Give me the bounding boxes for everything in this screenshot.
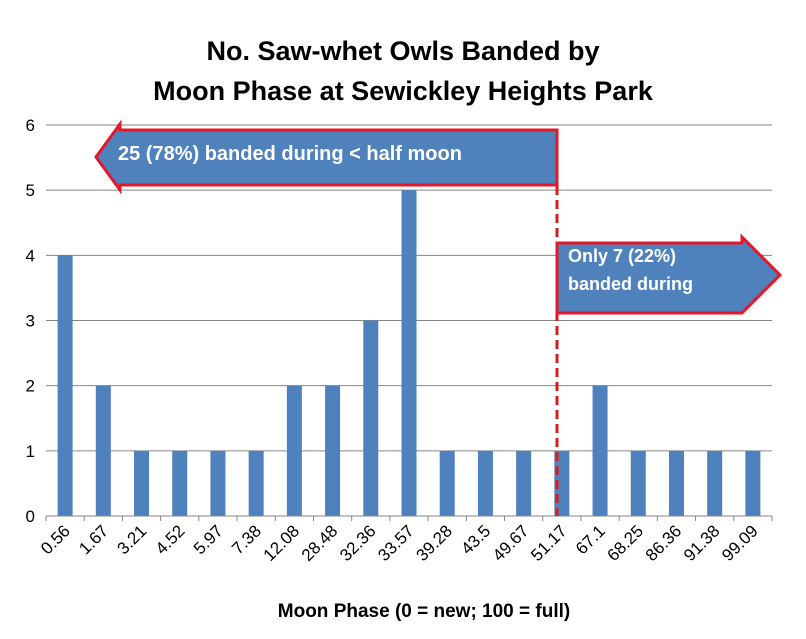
y-tick-label: 3 xyxy=(26,312,35,331)
right-arrow-text-line-2: banded during xyxy=(568,274,693,294)
x-tick-label: 49.67 xyxy=(489,521,533,565)
y-axis-ticks: 0 1 2 3 4 5 6 xyxy=(26,116,35,526)
bar xyxy=(439,450,455,516)
x-tick-label: 67.1 xyxy=(572,521,609,558)
x-tick-label: 91.38 xyxy=(680,521,724,565)
bar xyxy=(477,450,493,516)
x-axis-label: Moon Phase (0 = new; 100 = full) xyxy=(278,601,570,622)
y-tick-label: 4 xyxy=(26,246,35,265)
bar xyxy=(516,450,532,516)
left-annotation-arrow: 25 (78%) banded during < half moon xyxy=(94,119,559,195)
x-tick-label: 12.08 xyxy=(260,521,304,565)
x-tick-label: 68.25 xyxy=(604,521,648,565)
bar xyxy=(325,385,341,516)
x-tick-label: 99.09 xyxy=(718,521,762,565)
bar xyxy=(363,320,379,516)
x-axis-ticks: 0.56 1.67 3.21 4.52 5.97 7.3812.0828.4832.363… xyxy=(37,516,773,565)
right-arrow-shape xyxy=(555,233,783,315)
x-tick-label: 1.67 xyxy=(75,521,112,558)
bar xyxy=(745,450,761,516)
bar xyxy=(248,450,264,516)
bar xyxy=(210,450,226,516)
x-tick-label: 0.56 xyxy=(37,521,74,558)
right-arrow-text-line-1: Only 7 (22%) xyxy=(568,246,676,266)
x-tick-label: 3.21 xyxy=(114,521,151,558)
bar xyxy=(401,190,417,516)
x-tick-label: 28.48 xyxy=(298,521,342,565)
chart-title-line-2: Moon Phase at Sewickley Heights Park xyxy=(153,76,654,106)
bar xyxy=(57,255,73,517)
bar xyxy=(630,450,646,516)
y-tick-label: 5 xyxy=(26,181,35,200)
x-tick-label: 5.97 xyxy=(190,521,227,558)
x-tick-label: 7.38 xyxy=(228,521,265,558)
x-tick-label: 39.28 xyxy=(413,521,457,565)
bar xyxy=(172,450,188,516)
left-arrow-shape xyxy=(94,119,559,195)
x-tick-label: 43.5 xyxy=(457,521,494,558)
bars xyxy=(57,190,761,517)
chart-title-line-1: No. Saw-whet Owls Banded by xyxy=(206,36,599,66)
bar xyxy=(286,385,302,516)
y-tick-label: 0 xyxy=(26,507,35,526)
y-tick-label: 2 xyxy=(26,377,35,396)
x-tick-label: 86.36 xyxy=(642,521,686,565)
right-annotation-arrow: Only 7 (22%) banded during xyxy=(555,233,783,315)
x-tick-label: 33.57 xyxy=(374,521,418,565)
x-tick-label: 4.52 xyxy=(152,521,189,558)
bar xyxy=(592,385,608,516)
x-tick-label: 32.36 xyxy=(336,521,380,565)
left-arrow-text: 25 (78%) banded during < half moon xyxy=(118,143,462,165)
y-tick-label: 6 xyxy=(26,116,35,135)
bar xyxy=(668,450,684,516)
x-tick-label: 51.17 xyxy=(527,521,571,565)
bar xyxy=(707,450,723,516)
y-tick-label: 1 xyxy=(26,442,35,461)
bar xyxy=(134,450,150,516)
bar xyxy=(95,385,111,516)
